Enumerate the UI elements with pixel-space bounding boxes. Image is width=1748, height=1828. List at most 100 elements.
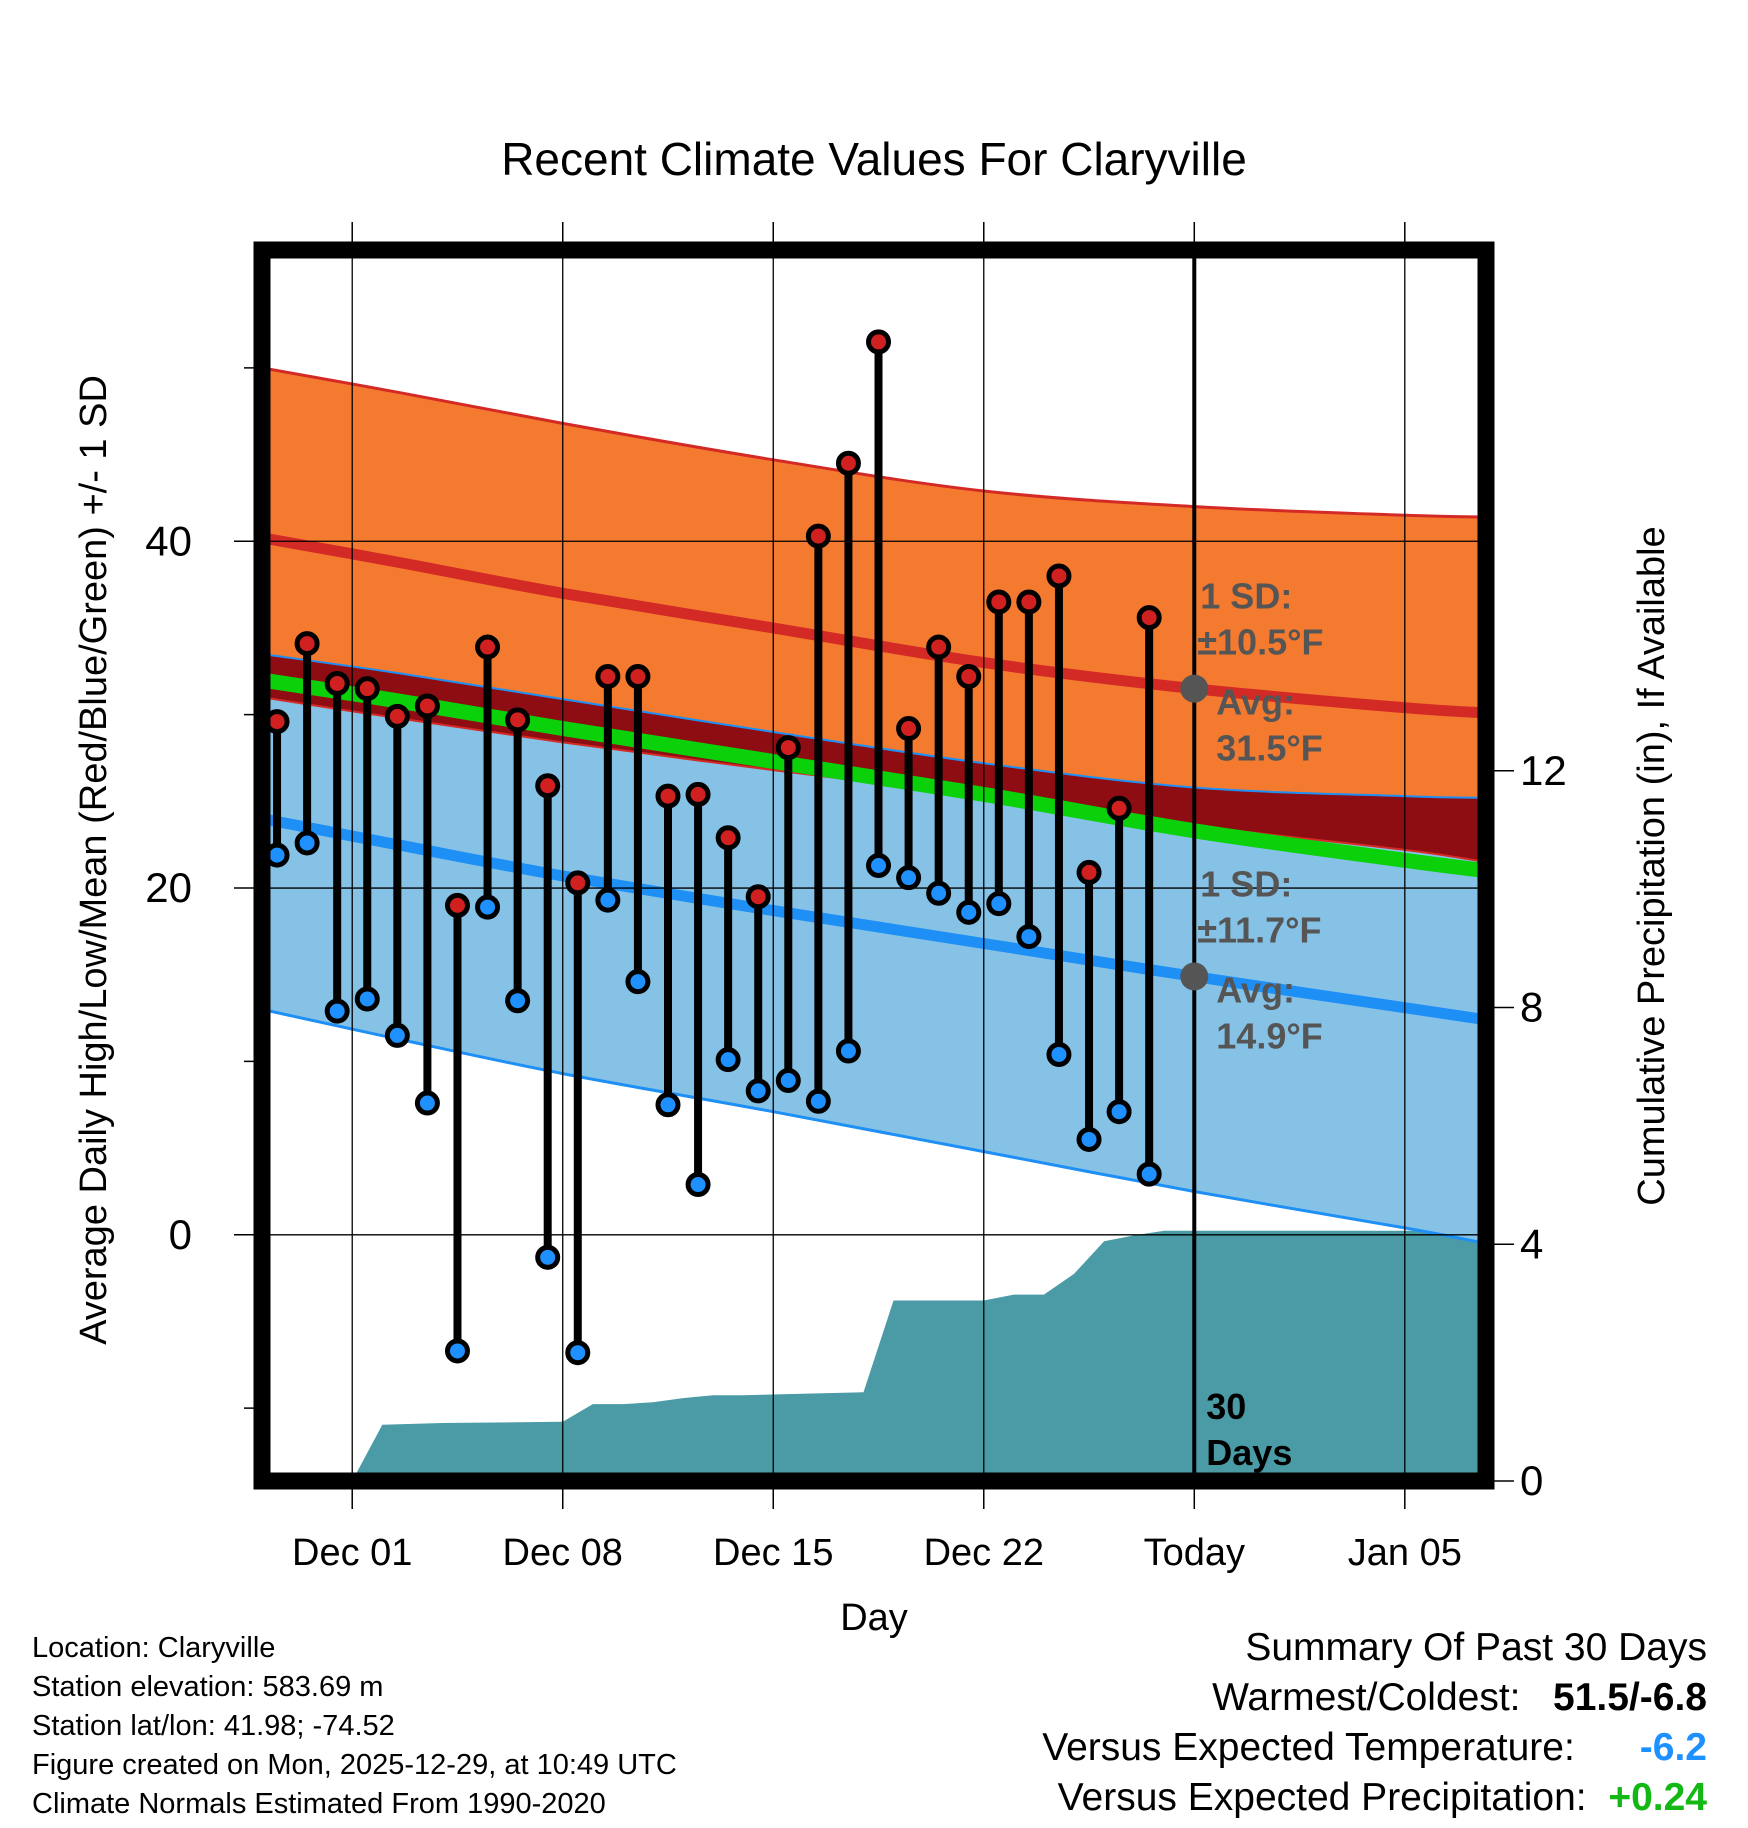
high-point [414,693,440,719]
low-lower-line [262,1007,1486,1245]
summary-precip-value: +0.24 [1608,1776,1707,1819]
high-point [655,783,681,809]
low-point [1016,924,1042,950]
high-point [625,664,651,690]
low-point [1046,1041,1072,1067]
low-point [384,1022,410,1048]
low-point [956,899,982,925]
low-point [896,865,922,891]
normals-label: Climate Normals Estimated From 1990-2020 [32,1788,606,1820]
elevation-label: Station elevation: 583.69 m [32,1671,384,1703]
avg-value: 31.5°F [1216,728,1322,769]
low-point [625,969,651,995]
low-point [715,1047,741,1073]
y2-axis-label: Cumulative Precipitation (in), If Availa… [1631,526,1673,1205]
summary-temp: Versus Expected Temperature: -6.2 [1042,1726,1707,1770]
y2-tick-label: 4 [1520,1220,1543,1267]
chart-title: Recent Climate Values For Claryville [501,133,1247,185]
axes: Dec 01 Dec 08 Dec 15 Dec 22 Today Jan 0502040… [73,222,1673,1639]
sd-label: 1 SD: [1200,576,1292,617]
high-point [354,676,380,702]
sd-value: ±10.5°F [1197,622,1323,663]
high-point [835,450,861,476]
low-point [986,891,1012,917]
days-label-text: Days [1206,1432,1292,1473]
y2-tick-label: 8 [1520,984,1543,1031]
high-point [324,670,350,696]
avg-label: Avg: [1216,682,1295,723]
x-tick-label: Jan 05 [1348,1532,1462,1574]
low-point [1106,1099,1132,1125]
days-label-number: 30 [1206,1386,1246,1427]
high-point [1076,859,1102,885]
summary-warmest-label: Warmest/Coldest: [1212,1676,1521,1719]
high-point [866,329,892,355]
low-point [414,1090,440,1116]
x-tick-label: Today [1144,1532,1245,1574]
low-point [745,1078,771,1104]
high-point [1016,589,1042,615]
summary-warmest-value: 51.5/-6.8 [1553,1676,1707,1719]
high-point [956,664,982,690]
low-point [565,1340,591,1366]
y-tick-label: 0 [169,1211,192,1258]
high-point [685,781,711,807]
location-label: Location: Claryville [32,1632,276,1664]
low-point [475,894,501,920]
plot-frame [253,241,1495,1490]
high-point [1046,563,1072,589]
low-point [775,1067,801,1093]
y-axis-label: Average Daily High/Low/Mean (Red/Blue/Gr… [73,375,115,1345]
low-point [655,1092,681,1118]
latlon-label: Station lat/lon: 41.98; -74.52 [32,1710,395,1742]
y2-tick-label: 0 [1520,1457,1543,1504]
low-point [444,1338,470,1364]
created-label: Figure created on Mon, 2025-12-29, at 10… [32,1749,677,1781]
low-point [685,1172,711,1198]
low-point [805,1088,831,1114]
x-tick-label: Dec 01 [292,1532,412,1574]
high-point [505,707,531,733]
low-point [866,853,892,878]
high-point [1136,605,1162,631]
low-point [595,887,621,913]
high-point [444,892,470,918]
high-point [805,523,831,549]
low-point [926,880,952,906]
x-tick-label: Dec 22 [924,1532,1044,1574]
summary-precip-label: Versus Expected Precipitation: [1057,1776,1587,1819]
low-point [294,830,320,856]
plot-area: 1 SD: ±10.5°F Avg: 31.5°F 1 SD: ±11.7°F Avg: 14… [262,250,1486,1481]
low-point [324,998,350,1024]
low-point [1076,1126,1102,1152]
avg-marker [1180,674,1209,703]
avg-marker [1180,962,1209,991]
high-point [715,825,741,851]
high-point [986,589,1012,615]
high-point [595,664,621,690]
high-point [294,631,320,657]
high-point [775,735,801,761]
y-tick-label: 20 [145,864,192,911]
high-point [1106,795,1132,821]
x-tick-label: Dec 15 [713,1532,833,1574]
x-tick-label: Dec 08 [503,1532,623,1574]
summary-temp-value: -6.2 [1639,1726,1707,1769]
overlap-band [262,654,1486,862]
summary-precip: Versus Expected Precipitation: +0.24 [1058,1776,1707,1820]
summary-temp-label: Versus Expected Temperature: [1042,1726,1575,1769]
normal-low-line [262,813,1486,1026]
high-point [475,634,501,660]
sd-label: 1 SD: [1200,863,1292,904]
high-point [896,716,922,742]
x-axis-label: Day [840,1597,908,1639]
high-point [745,884,771,910]
sd-value: ±11.7°F [1197,909,1321,950]
y2-tick-label: 12 [1520,747,1567,794]
high-point [926,634,952,660]
precip-area [352,1230,1486,1481]
summary-title: Summary Of Past 30 Days [1245,1626,1707,1669]
high-point [565,870,591,896]
high-point [384,703,410,729]
